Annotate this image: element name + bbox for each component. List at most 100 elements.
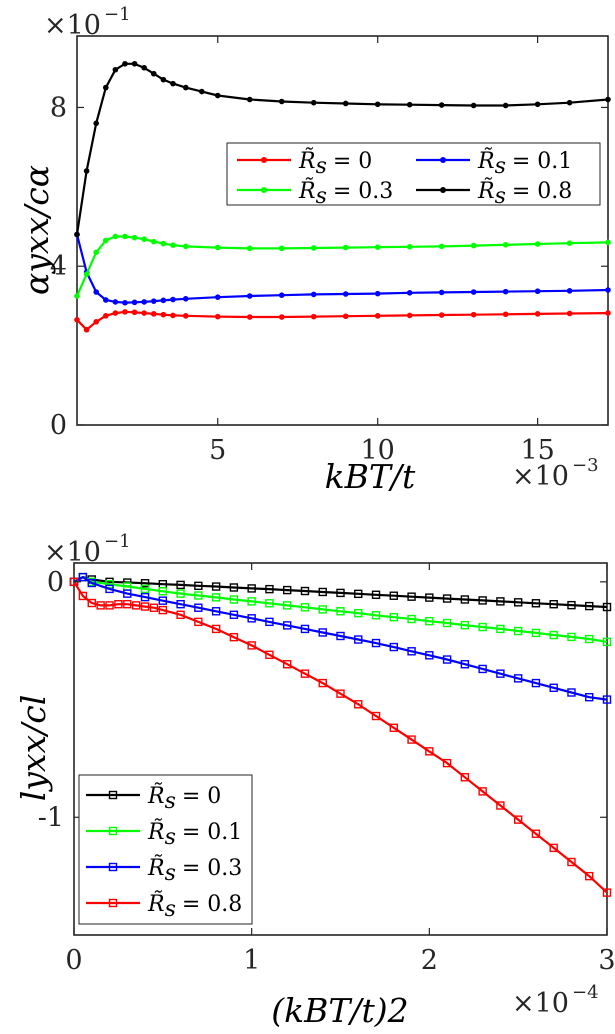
data-point bbox=[406, 290, 413, 296]
y-axis-label-bottom: lyxx/cl bbox=[14, 695, 53, 802]
data-point bbox=[371, 611, 381, 620]
data-point bbox=[566, 288, 573, 294]
data-point bbox=[160, 311, 167, 318]
data-point bbox=[407, 735, 416, 744]
data-point bbox=[74, 231, 80, 238]
data-point bbox=[194, 581, 203, 591]
data-point bbox=[105, 584, 114, 594]
legend-entry-bottom-3: R̃s = 0.8 bbox=[86, 891, 242, 922]
data-point bbox=[176, 610, 185, 619]
data-point bbox=[170, 296, 176, 303]
data-point bbox=[176, 600, 185, 609]
data-point bbox=[247, 614, 256, 623]
data-point bbox=[229, 595, 239, 604]
data-point bbox=[342, 291, 349, 297]
data-point bbox=[496, 801, 505, 810]
data-point bbox=[496, 624, 505, 634]
x-tick-label-bottom: 0 bbox=[65, 945, 82, 976]
data-point bbox=[438, 102, 445, 108]
data-point bbox=[123, 589, 132, 598]
data-point bbox=[354, 700, 363, 709]
data-point bbox=[534, 311, 541, 317]
data-point bbox=[549, 843, 558, 853]
data-point bbox=[140, 584, 150, 594]
data-point bbox=[585, 634, 594, 644]
data-point bbox=[198, 88, 205, 95]
y-multiplier-bottom-base: ×10 bbox=[44, 537, 101, 568]
legend-marker bbox=[108, 826, 118, 836]
plot-area-top bbox=[76, 35, 609, 426]
data-point bbox=[141, 310, 147, 316]
data-point bbox=[513, 815, 523, 824]
x-multiplier-top: ×10 −3 bbox=[512, 455, 599, 492]
data-point bbox=[442, 618, 452, 628]
data-point bbox=[336, 631, 345, 641]
data-point bbox=[150, 238, 157, 245]
data-point bbox=[122, 299, 128, 306]
data-point bbox=[300, 669, 310, 678]
data-point bbox=[74, 317, 80, 323]
legend-marker bbox=[108, 862, 118, 872]
data-point bbox=[470, 102, 477, 109]
data-point bbox=[83, 326, 90, 333]
legend-label: R̃s = 0.8 bbox=[477, 178, 572, 209]
y-tick-label-top: 0 bbox=[50, 410, 67, 441]
data-point bbox=[602, 637, 612, 647]
data-point bbox=[300, 603, 310, 612]
data-point bbox=[602, 602, 612, 612]
data-point bbox=[460, 660, 470, 669]
data-point bbox=[605, 310, 611, 316]
data-point bbox=[407, 614, 416, 624]
data-point bbox=[131, 234, 138, 241]
legend-marker bbox=[440, 157, 446, 163]
ticks-bottom: 0 1 2 3 -1 0 bbox=[38, 563, 615, 976]
data-point bbox=[336, 588, 345, 598]
ticks-top: 5 10 15 0 4 8 bbox=[50, 36, 608, 466]
y-multiplier-bottom-exp: −1 bbox=[104, 531, 131, 552]
data-point bbox=[534, 288, 541, 295]
data-point bbox=[425, 651, 434, 660]
data-point bbox=[283, 621, 292, 630]
data-point bbox=[470, 311, 477, 318]
data-point bbox=[283, 585, 292, 595]
data-point bbox=[214, 92, 221, 99]
x-tick-label-top: 15 bbox=[520, 435, 554, 466]
series-group-top bbox=[74, 60, 611, 333]
data-point bbox=[310, 291, 317, 298]
data-point bbox=[425, 747, 434, 756]
data-point bbox=[141, 236, 147, 243]
data-point bbox=[354, 635, 363, 644]
data-point bbox=[141, 299, 147, 305]
data-point bbox=[513, 674, 523, 683]
legend-label: R̃s = 0.1 bbox=[477, 148, 572, 179]
data-point bbox=[78, 591, 88, 601]
data-point bbox=[389, 642, 398, 652]
data-point bbox=[605, 96, 611, 103]
data-point bbox=[93, 120, 99, 127]
data-point bbox=[585, 601, 594, 611]
legend-top-box bbox=[226, 142, 601, 206]
data-point bbox=[131, 601, 141, 610]
y-axis-label-top: αyxx/cα bbox=[17, 165, 56, 295]
data-point bbox=[442, 655, 452, 664]
legend-label: R̃s = 0 bbox=[147, 783, 221, 814]
data-point bbox=[150, 70, 157, 77]
legend-label: R̃s = 0.3 bbox=[298, 178, 393, 209]
data-point bbox=[160, 76, 167, 83]
data-point bbox=[566, 310, 573, 317]
data-point bbox=[229, 583, 239, 592]
data-point bbox=[182, 84, 189, 91]
data-point bbox=[438, 289, 445, 296]
data-point bbox=[478, 787, 487, 796]
y-tick-label-bottom: 0 bbox=[47, 567, 64, 598]
data-point bbox=[83, 168, 90, 174]
data-point bbox=[122, 233, 128, 240]
data-point bbox=[442, 758, 452, 768]
data-point bbox=[407, 647, 416, 656]
y-multiplier-top-base: ×10 bbox=[44, 10, 101, 41]
data-point bbox=[131, 299, 138, 306]
data-point bbox=[531, 628, 541, 638]
data-point bbox=[407, 592, 416, 601]
data-point bbox=[176, 580, 185, 590]
data-point bbox=[389, 591, 398, 600]
